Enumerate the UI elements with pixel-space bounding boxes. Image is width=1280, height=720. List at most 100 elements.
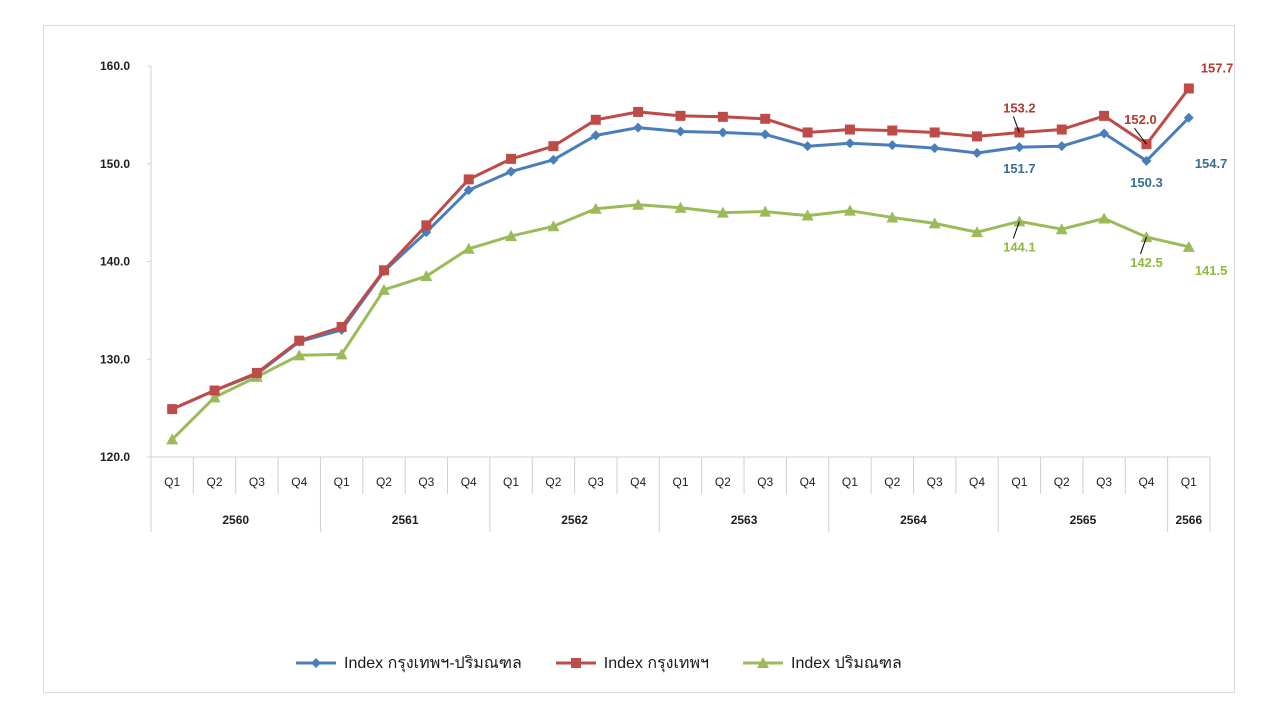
data-point-0: [1141, 155, 1152, 166]
data-point-0: [972, 147, 983, 158]
data-label: 151.7: [1003, 161, 1036, 176]
legend: Index กรุงเทพฯ-ปริมณฑล Index กรุงเทพฯ Inde…: [296, 650, 902, 676]
series-line-0: [171, 116, 1190, 411]
x-tick-label-quarter: Q1: [1011, 475, 1027, 489]
x-tick-label-quarter: Q3: [1096, 475, 1112, 489]
data-point-1: [675, 110, 686, 121]
data-point-0: [844, 138, 855, 149]
x-tick-label-year: 2561: [392, 513, 419, 527]
data-point-1: [1183, 83, 1194, 94]
x-tick-label-quarter: Q4: [461, 475, 477, 489]
data-point-2: [716, 206, 729, 218]
data-point-1: [717, 111, 728, 122]
data-point-0: [590, 130, 601, 141]
x-tick-label-quarter: Q1: [164, 475, 180, 489]
data-point-0: [760, 129, 771, 140]
legend-key: [743, 657, 784, 668]
data-point-0: [1099, 128, 1110, 139]
data-point-0: [675, 126, 686, 137]
data-label-leader: [1134, 127, 1147, 145]
data-point-1: [972, 131, 983, 142]
data-point-2: [1055, 223, 1068, 235]
data-point-0: [717, 127, 728, 138]
x-tick-label-quarter: Q3: [418, 475, 434, 489]
data-point-1: [887, 125, 898, 136]
data-label: 157.7: [1201, 60, 1234, 75]
x-tick-label-year: 2560: [222, 513, 249, 527]
legend-item: Index กรุงเทพฯ: [555, 651, 710, 676]
legend-key: [296, 658, 336, 668]
data-point-2: [632, 198, 645, 210]
y-tick-label: 120.0: [100, 450, 130, 464]
x-tick-label-year: 2563: [731, 513, 758, 527]
data-point-0: [548, 154, 559, 165]
x-tick-label-quarter: Q3: [249, 475, 265, 489]
legend-label: Index กรุงเทพฯ: [603, 654, 710, 672]
data-point-2: [335, 348, 348, 360]
data-point-0: [1056, 141, 1067, 152]
x-tick-label-year: 2562: [561, 513, 588, 527]
data-point-1: [421, 220, 432, 231]
data-point-2: [801, 209, 814, 221]
data-point-1: [463, 174, 474, 185]
data-point-1: [209, 385, 220, 396]
legend-item: Index กรุงเทพฯ-ปริมณฑล: [296, 651, 522, 676]
data-label: 152.0: [1124, 112, 1157, 127]
data-point-2: [208, 391, 221, 403]
x-tick-label-year: 2565: [1070, 513, 1097, 527]
data-point-0: [1183, 112, 1194, 123]
data-point-2: [1140, 231, 1153, 243]
legend-key-marker: [570, 658, 581, 668]
y-tick-label: 160.0: [100, 59, 130, 73]
data-point-0: [506, 166, 517, 177]
x-tick-label-quarter: Q1: [842, 475, 858, 489]
series-line-2: [171, 203, 1190, 441]
data-point-0: [463, 185, 474, 196]
x-tick-label-year: 2566: [1175, 513, 1202, 527]
y-tick-label: 130.0: [100, 352, 130, 366]
y-tick-label: 140.0: [100, 255, 130, 269]
data-point-1: [802, 127, 813, 138]
x-tick-label-quarter: Q4: [1138, 475, 1154, 489]
data-label-leader: [1012, 221, 1020, 239]
data-point-2: [166, 433, 179, 445]
data-label: 153.2: [1003, 100, 1036, 115]
x-tick-label-quarter: Q2: [884, 475, 900, 489]
x-tick-label-quarter: Q3: [588, 475, 604, 489]
data-point-0: [1014, 142, 1025, 153]
data-point-1: [506, 153, 517, 164]
series-line-1: [171, 87, 1190, 411]
data-point-2: [462, 242, 475, 254]
legend-key-marker: [757, 657, 770, 668]
data-point-0: [887, 140, 898, 151]
data-point-1: [760, 113, 771, 124]
data-point-1: [294, 335, 305, 346]
data-point-1: [844, 124, 855, 135]
data-point-2: [377, 283, 390, 295]
data-point-2: [971, 226, 984, 238]
data-label: 142.5: [1130, 255, 1163, 270]
data-point-1: [633, 106, 644, 117]
data-point-1: [590, 114, 601, 125]
x-tick-label-quarter: Q1: [503, 475, 519, 489]
x-tick-label-quarter: Q1: [672, 475, 688, 489]
x-tick-label-quarter: Q2: [715, 475, 731, 489]
data-point-2: [1098, 212, 1111, 224]
data-point-2: [420, 270, 433, 282]
legend-key: [555, 658, 596, 668]
x-tick-label-quarter: Q2: [376, 475, 392, 489]
x-tick-label-quarter: Q4: [969, 475, 985, 489]
legend-label: Index ปริมณฑล: [791, 654, 902, 672]
data-point-0: [929, 143, 940, 154]
data-point-2: [1013, 215, 1026, 227]
data-point-2: [886, 211, 899, 223]
legend-key-marker: [311, 658, 321, 668]
data-point-2: [1182, 240, 1195, 252]
data-point-2: [505, 230, 518, 242]
x-tick-label-quarter: Q1: [1181, 475, 1197, 489]
data-point-1: [929, 127, 940, 138]
legend-label: Index กรุงเทพฯ-ปริมณฑล: [344, 654, 522, 672]
data-point-1: [548, 141, 559, 152]
data-point-2: [293, 349, 306, 361]
data-point-2: [928, 217, 941, 229]
